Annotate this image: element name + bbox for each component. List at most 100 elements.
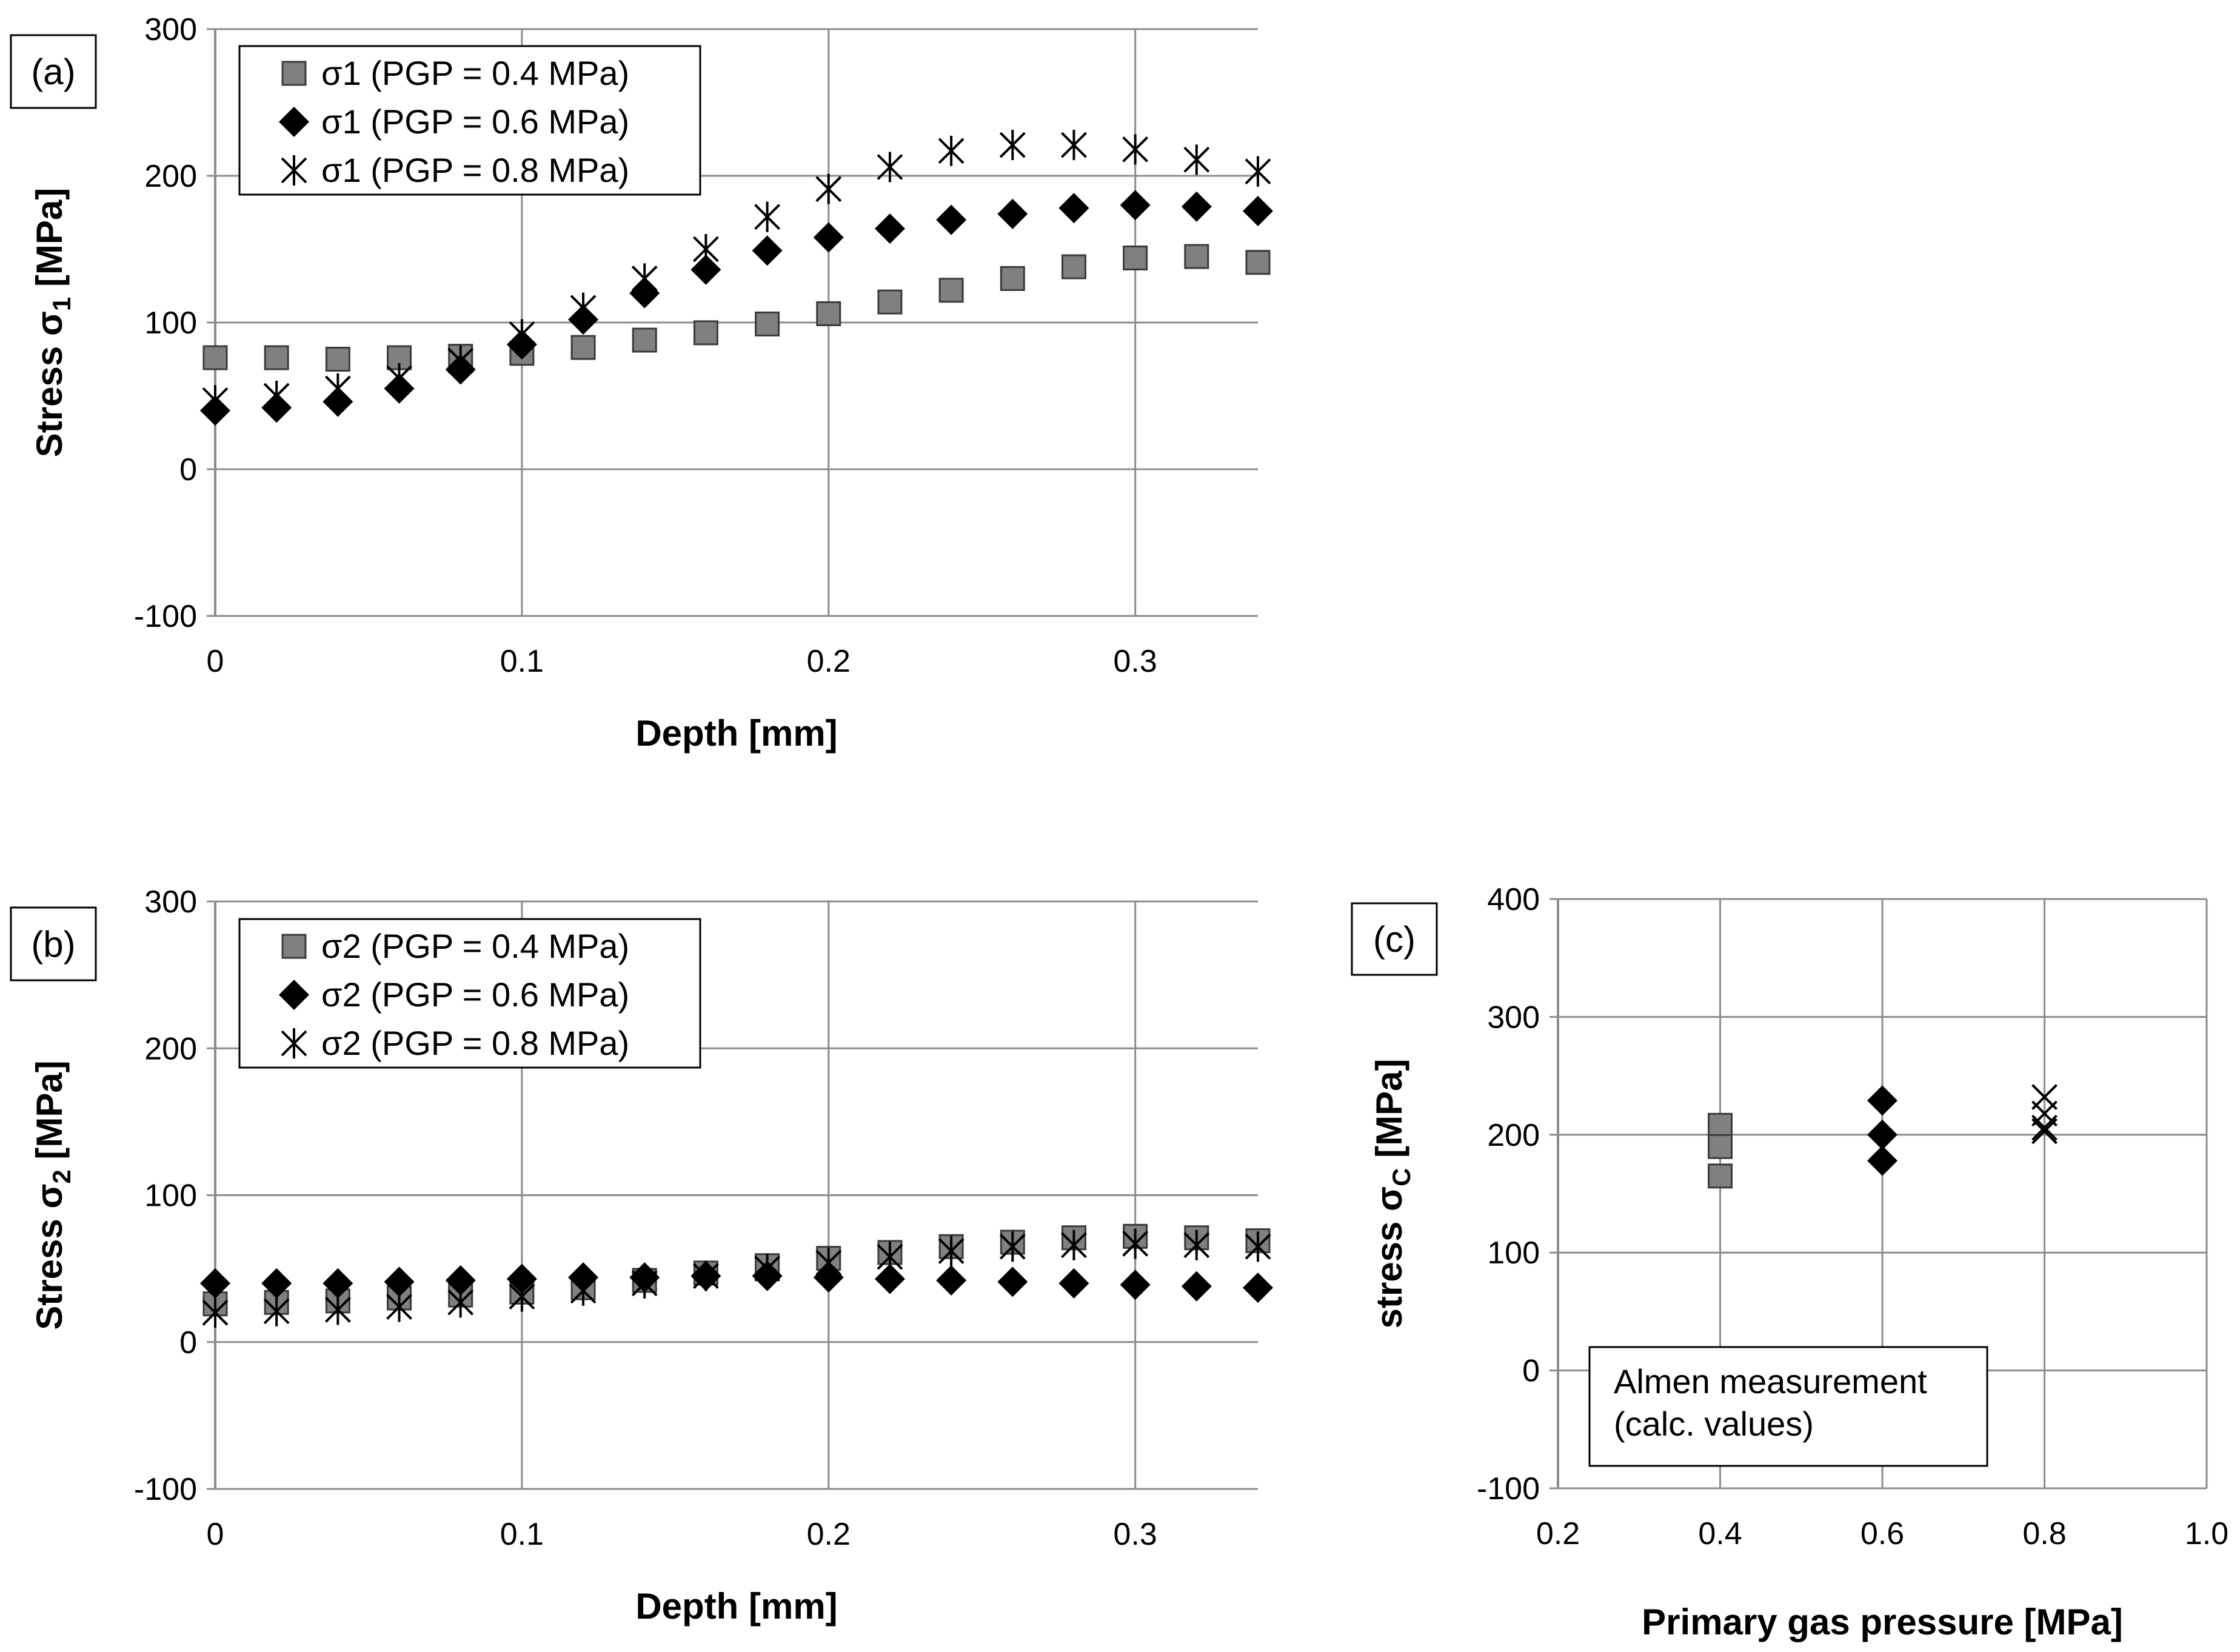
square-marker [281,61,307,86]
y-tick-label: 0 [179,1325,197,1360]
square-marker [1061,254,1086,279]
y-axis-title-unit: [MPa] [29,188,70,297]
legend-label: σ1 (PGP = 0.8 MPa) [321,151,629,189]
y-tick-label: -100 [134,1472,197,1507]
x-tick-label: 0.3 [1113,644,1157,679]
diamond-marker [1058,1268,1089,1299]
data-point [445,1265,476,1296]
legend-entry: σ2 (PGP = 0.8 MPa) [281,1024,629,1062]
diamond-marker [936,1265,967,1296]
y-tick-label: 300 [144,885,197,920]
legend-entry: σ1 (PGP = 0.4 MPa) [281,54,629,92]
legend-label: σ1 (PGP = 0.4 MPa) [321,54,629,92]
square-marker [264,345,289,370]
data-point [1058,1268,1089,1299]
data-point [755,311,780,336]
y-tick-label: 100 [144,306,197,341]
data-point [877,1242,903,1272]
diamond-marker [813,222,844,253]
data-point [1867,1119,1897,1150]
square-marker [1184,244,1209,269]
x-tick-label: 0.6 [1861,1516,1904,1551]
legend-label: σ2 (PGP = 0.8 MPa) [321,1024,629,1062]
y-axis-title: Stress σ2 [MPa] [29,1060,76,1330]
data-point [877,289,903,315]
square-marker [1123,246,1148,271]
legend-entry: σ1 (PGP = 0.6 MPa) [279,102,629,141]
data-point [506,1263,537,1294]
data-point [1867,1145,1897,1176]
data-point [938,135,965,166]
data-point [202,345,228,370]
y-axis-title-main: Stress σ [29,311,70,457]
legend-label: σ2 (PGP = 0.6 MPa) [321,975,629,1014]
y-axis-title-main: Stress σ [29,1184,70,1330]
x-marker-stroke [2031,1118,2058,1145]
y-axis-title-subscript: 2 [47,1169,76,1183]
diamond-marker [1243,196,1273,227]
legend: σ2 (PGP = 0.4 MPa) σ2 (PGP = 0.6 MPa) σ2 (… [238,918,701,1069]
data-point [754,1253,781,1284]
x-tick-label: 0.4 [1698,1516,1742,1551]
diamond-marker [445,1265,476,1296]
data-point [999,1231,1026,1262]
data-series-1 [202,244,1271,372]
data-point [1867,1085,1897,1116]
data-point [752,235,783,266]
data-point [936,204,967,235]
diamond-marker [506,1263,537,1294]
diamond-marker [1181,1271,1212,1302]
data-point [324,1294,351,1325]
data-point [815,1247,842,1278]
square-marker [693,320,718,346]
y-axis-title-main: stress σ [1369,1186,1409,1329]
data-point [509,319,535,350]
y-tick-label: 0 [179,452,197,487]
square-marker [632,327,657,353]
diamond-marker [1867,1119,1897,1150]
diamond-marker [323,1268,353,1299]
square-marker [570,335,596,360]
panel-label-box [1351,902,1438,976]
square-marker [1708,1163,1733,1189]
data-point [1061,254,1086,279]
diamond-marker [1867,1085,1897,1116]
y-tick-label: 200 [1487,1118,1540,1153]
square-marker [1245,250,1271,275]
panel-label: (c) [1373,919,1416,960]
data-point [200,1268,230,1299]
y-tick-label: 200 [144,159,197,194]
data-point [1061,130,1087,161]
data-point [1708,1163,1733,1189]
y-tick-label: -100 [134,599,197,634]
data-point [816,301,841,326]
annotation-text: Almen measurement [1614,1362,1927,1400]
data-series-3 [202,130,1271,416]
chart-panel-b: -100 0 100 200 300 0 0.1 0.2 0.3 Depth [mm] Stress… [10,885,1273,1627]
data-point [692,1260,719,1291]
data-point [202,385,229,416]
square-marker [816,301,841,326]
legend-box [238,918,701,1069]
diamond-marker [261,1268,292,1299]
data-point [938,278,964,303]
data-point [1058,193,1089,224]
panel-label-box [10,906,97,982]
diamond-marker [1058,193,1089,224]
annotation-box [1588,1346,1988,1467]
chart-panel-c: -100 0 100 200 300 400 0.2 0.4 0.6 0.8 1.0 Primary … [1351,882,2228,1642]
data-point [1000,266,1025,291]
x-axis-title: Depth [mm] [635,713,837,754]
data-point [1061,1229,1087,1260]
panel-label: (b) [31,924,75,965]
data-point [386,1291,412,1322]
data-point [1181,191,1212,222]
data-point [1245,250,1271,275]
diamond-marker [200,1268,230,1299]
data-point [999,130,1026,161]
data-point [1122,1228,1149,1259]
data-point [263,1296,290,1326]
legend-entry: σ2 (PGP = 0.4 MPa) [281,927,629,965]
square-marker [281,934,307,959]
